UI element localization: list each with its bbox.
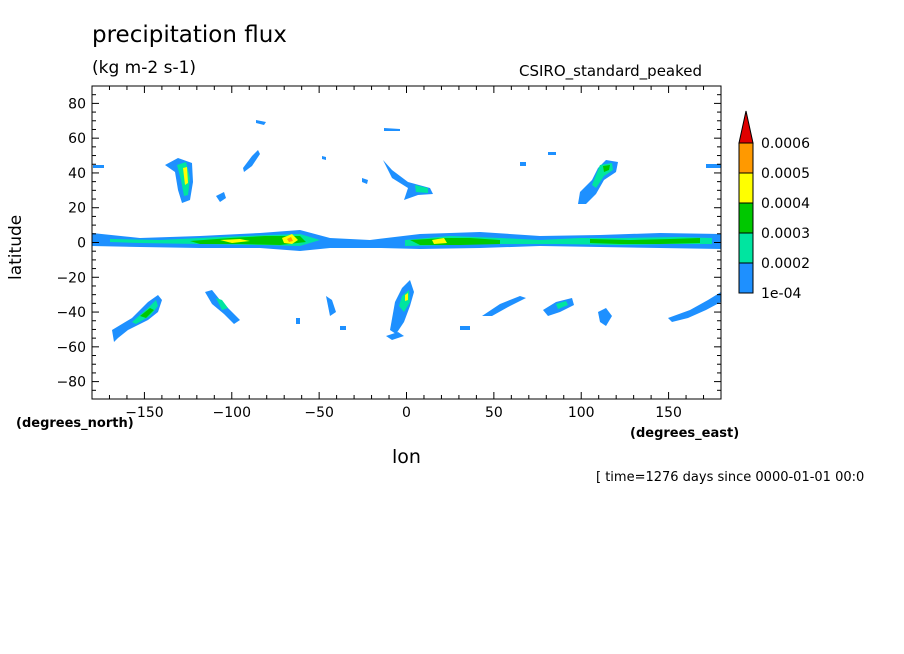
x-tick-label: −100 — [213, 405, 251, 421]
precip-contour-34 — [405, 293, 408, 301]
time-stamp: [ time=1276 days since 0000-01-01 00:0 — [596, 470, 865, 485]
colorbar-overflow-triangle — [738, 110, 754, 144]
colorbar-label: 0.0004 — [761, 196, 810, 212]
precip-contour-44 — [296, 318, 300, 324]
precip-contour-20 — [93, 165, 104, 168]
chart-title: precipitation flux — [92, 22, 287, 48]
precipitation-field — [92, 120, 721, 342]
precip-contour-9 — [287, 237, 293, 242]
y-tick-label: 20 — [68, 201, 86, 217]
precip-contour-23 — [322, 156, 326, 160]
colorbar-box — [738, 142, 754, 174]
precip-contour-17 — [603, 165, 610, 172]
precip-contour-45 — [256, 120, 266, 125]
precip-contour-38 — [598, 308, 612, 326]
colorbar-box — [738, 202, 754, 234]
precip-contour-31 — [216, 298, 228, 310]
precip-contour-21 — [706, 164, 721, 168]
colorbar-box — [738, 172, 754, 204]
x-tick-label: 150 — [655, 405, 682, 421]
x-tick-label: −50 — [304, 405, 334, 421]
colorbar-box — [738, 262, 754, 294]
precip-contour-42 — [460, 326, 470, 330]
precip-contour-8 — [432, 238, 447, 244]
colorbar-box — [738, 232, 754, 264]
precip-contour-5 — [590, 238, 700, 244]
colorbar-label: 0.0005 — [761, 166, 810, 182]
colorbar-label: 1e-04 — [761, 286, 801, 302]
precip-contour-19 — [216, 192, 226, 202]
colorbar-label: 0.0006 — [761, 136, 810, 152]
x-tick-label: 50 — [485, 405, 503, 421]
y-tick-label: −40 — [56, 305, 86, 321]
x-tick-label: −150 — [125, 405, 163, 421]
precip-contour-22 — [384, 128, 400, 131]
x-axis-units: (degrees_east) — [630, 426, 740, 441]
y-tick-label: 0 — [77, 236, 86, 252]
x-tick-label: 0 — [402, 405, 411, 421]
precip-contour-25 — [520, 162, 526, 166]
precip-contour-24 — [362, 178, 368, 184]
precip-contour-40 — [326, 296, 336, 316]
colorbar-label: 0.0003 — [761, 226, 810, 242]
precip-contour-12 — [183, 167, 188, 185]
y-tick-label: 60 — [68, 131, 86, 147]
precip-contour-4 — [410, 238, 500, 245]
precip-contour-37 — [556, 301, 568, 309]
precip-contour-3 — [190, 236, 306, 245]
x-axis-label: lon — [392, 446, 421, 468]
precip-contour-29 — [140, 308, 154, 318]
precip-contour-35 — [482, 296, 526, 316]
colorbar: 1e-04 0.0002 0.0003 0.0004 0.0005 0.0006 — [738, 110, 810, 302]
y-tick-label: −60 — [56, 340, 86, 356]
chart-units: (kg m-2 s-1) — [92, 58, 197, 78]
colorbar-label: 0.0002 — [761, 256, 810, 272]
y-tick-label: 40 — [68, 166, 86, 182]
axis-ticks: −150 −100 −50 0 50 100 150 80 60 40 20 0 −20 −40 −60 −8… — [56, 85, 722, 421]
precip-contour-18 — [243, 150, 260, 172]
precip-contour-14 — [415, 185, 428, 193]
precip-contour-26 — [548, 152, 556, 155]
model-name: CSIRO_standard_peaked — [519, 62, 703, 80]
precip-contour-7 — [220, 239, 250, 243]
precip-contour-13 — [383, 160, 433, 206]
x-tick-label: 100 — [568, 405, 595, 421]
precip-contour-41 — [386, 332, 404, 340]
y-tick-label: −20 — [56, 270, 86, 286]
precip-contour-43 — [340, 326, 346, 330]
precip-contour-39 — [668, 292, 721, 322]
y-tick-label: 80 — [68, 96, 86, 112]
y-axis-units: (degrees_north) — [16, 416, 134, 431]
y-tick-label: −80 — [56, 375, 86, 391]
